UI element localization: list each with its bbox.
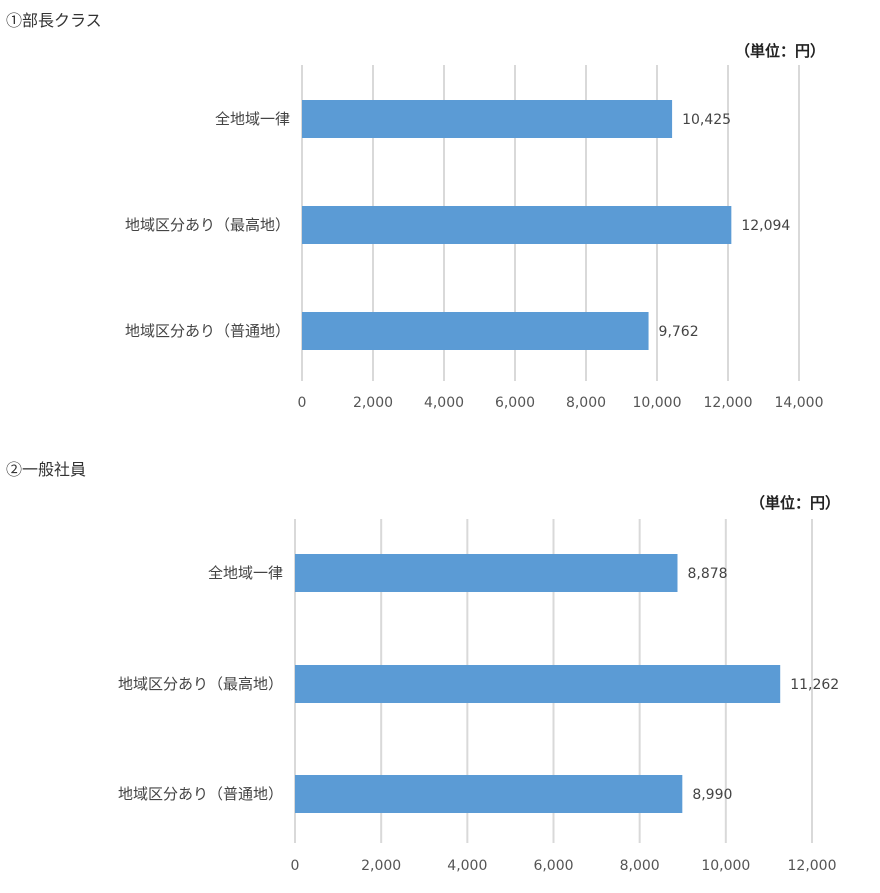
chart1-category-label: 地域区分あり（最高地） bbox=[125, 216, 290, 234]
chart1-data-label: 10,425 bbox=[682, 112, 731, 128]
chart2-tick-label: 10,000 bbox=[701, 858, 750, 874]
chart2-bar bbox=[295, 554, 678, 592]
chart2-data-label: 8,990 bbox=[692, 787, 732, 803]
chart2-tick-label: 8,000 bbox=[620, 858, 660, 874]
chart2-title: ②一般社員 bbox=[6, 460, 87, 479]
chart2-tick-label: 12,000 bbox=[788, 858, 837, 874]
chart2-tick-label: 0 bbox=[291, 858, 300, 874]
chart2-bar bbox=[295, 775, 683, 813]
chart2-data-label: 11,262 bbox=[790, 677, 839, 693]
chart1-tick-label: 12,000 bbox=[704, 395, 753, 411]
chart1-category-label: 全地域一律 bbox=[215, 110, 290, 128]
chart1-category-label: 地域区分あり（普通地） bbox=[125, 322, 290, 340]
chart1-tick-label: 8,000 bbox=[566, 395, 606, 411]
chart1-tick-label: 2,000 bbox=[353, 395, 393, 411]
chart1-data-label: 9,762 bbox=[659, 324, 699, 340]
chart2-bar bbox=[295, 665, 781, 703]
chart1-unit-label: （単位：円） bbox=[735, 42, 826, 60]
chart1-bar bbox=[302, 206, 732, 244]
chart1-data-label: 12,094 bbox=[741, 218, 790, 234]
chart2-category-label: 地域区分あり（普通地） bbox=[118, 785, 283, 803]
chart1-title: ①部長クラス bbox=[6, 11, 102, 30]
chart2-category-label: 全地域一律 bbox=[208, 564, 283, 582]
chart2-data-label: 8,878 bbox=[687, 566, 727, 582]
chart2-tick-label: 2,000 bbox=[361, 858, 401, 874]
chart2-unit-label: （単位：円） bbox=[750, 494, 841, 512]
chart2-category-label: 地域区分あり（最高地） bbox=[118, 675, 283, 693]
chart1-plot: 0 2,000 4,000 6,000 8,000 10,000 12,000 14,000 1… bbox=[125, 65, 824, 411]
chart1-tick-label: 6,000 bbox=[495, 395, 535, 411]
chart1-tick-label: 14,000 bbox=[775, 395, 824, 411]
chart1-tick-label: 4,000 bbox=[424, 395, 464, 411]
chart2-tick-label: 6,000 bbox=[533, 858, 573, 874]
chart1-bar bbox=[302, 312, 649, 350]
chart1-tick-label: 10,000 bbox=[633, 395, 682, 411]
chart1-tick-label: 0 bbox=[298, 395, 307, 411]
chart1-bar bbox=[302, 100, 673, 138]
chart2-tick-label: 4,000 bbox=[447, 858, 487, 874]
